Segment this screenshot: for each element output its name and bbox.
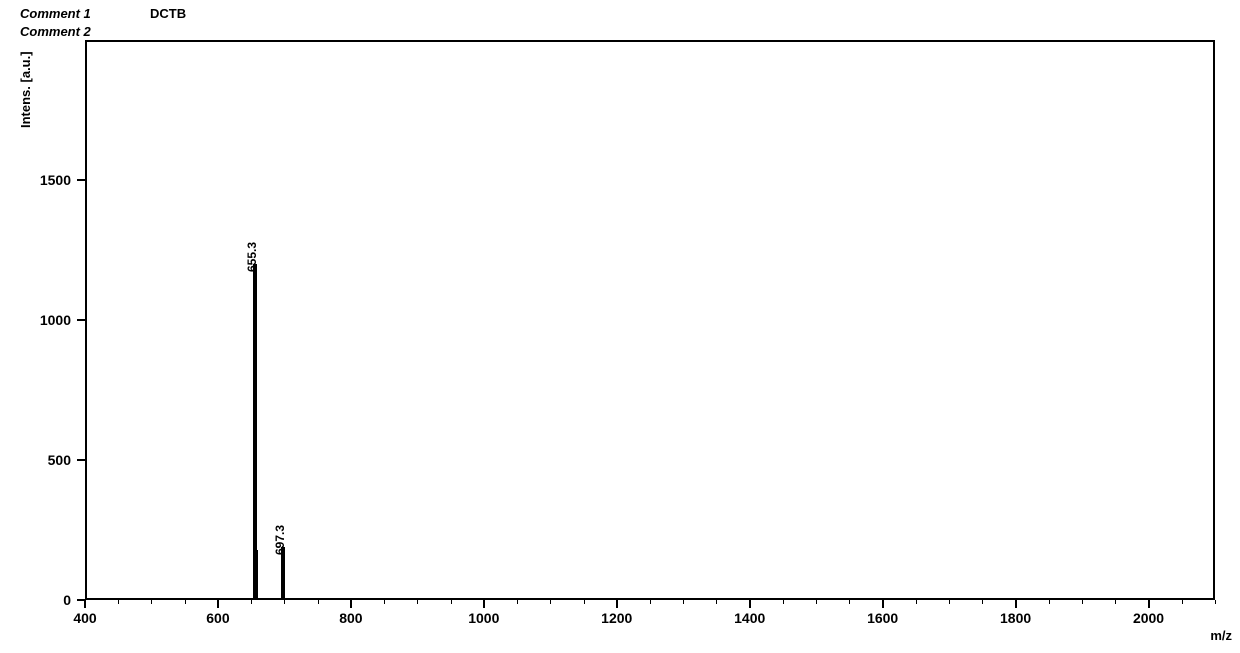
x-minor-tick-mark xyxy=(1049,600,1050,604)
x-minor-tick-mark xyxy=(816,600,817,604)
mass-spectrum-figure: Comment 1 DCTB Comment 2 Intens. [a.u.] … xyxy=(0,0,1240,653)
x-minor-tick-mark xyxy=(151,600,152,604)
comment-2-label: Comment 2 xyxy=(20,24,91,39)
x-minor-tick-mark xyxy=(1182,600,1183,604)
x-tick-label: 400 xyxy=(73,610,96,626)
y-tick-label: 1500 xyxy=(31,172,71,188)
y-tick-mark xyxy=(77,319,85,321)
x-tick-mark xyxy=(882,600,884,608)
x-tick-mark xyxy=(483,600,485,608)
x-tick-mark xyxy=(84,600,86,608)
x-minor-tick-mark xyxy=(118,600,119,604)
x-minor-tick-mark xyxy=(716,600,717,604)
peak-bar xyxy=(256,550,258,600)
x-tick-mark xyxy=(1148,600,1150,608)
x-tick-label: 600 xyxy=(206,610,229,626)
y-tick-label: 0 xyxy=(31,592,71,608)
x-minor-tick-mark xyxy=(318,600,319,604)
x-minor-tick-mark xyxy=(451,600,452,604)
x-minor-tick-mark xyxy=(1082,600,1083,604)
comment-1-label: Comment 1 xyxy=(20,6,91,21)
y-tick-label: 500 xyxy=(31,452,71,468)
x-minor-tick-mark xyxy=(1115,600,1116,604)
x-tick-label: 1800 xyxy=(1000,610,1031,626)
x-minor-tick-mark xyxy=(251,600,252,604)
x-minor-tick-mark xyxy=(550,600,551,604)
x-tick-label: 1600 xyxy=(867,610,898,626)
x-minor-tick-mark xyxy=(384,600,385,604)
peak-bar xyxy=(283,578,285,600)
x-minor-tick-mark xyxy=(517,600,518,604)
peak-label: 655.3 xyxy=(245,242,259,272)
x-tick-mark xyxy=(1015,600,1017,608)
peak-label: 697.3 xyxy=(273,525,287,555)
x-minor-tick-mark xyxy=(982,600,983,604)
x-tick-mark xyxy=(217,600,219,608)
comment-1-value: DCTB xyxy=(150,6,186,21)
x-minor-tick-mark xyxy=(1215,600,1216,604)
x-tick-mark xyxy=(616,600,618,608)
x-axis-label: m/z xyxy=(1210,628,1232,643)
x-minor-tick-mark xyxy=(683,600,684,604)
x-tick-label: 1200 xyxy=(601,610,632,626)
x-tick-label: 800 xyxy=(339,610,362,626)
x-minor-tick-mark xyxy=(584,600,585,604)
x-minor-tick-mark xyxy=(783,600,784,604)
y-tick-mark xyxy=(77,459,85,461)
x-minor-tick-mark xyxy=(185,600,186,604)
y-axis-label: Intens. [a.u.] xyxy=(18,51,33,128)
x-minor-tick-mark xyxy=(849,600,850,604)
y-tick-label: 1000 xyxy=(31,312,71,328)
x-minor-tick-mark xyxy=(916,600,917,604)
y-tick-mark xyxy=(77,179,85,181)
x-minor-tick-mark xyxy=(284,600,285,604)
x-minor-tick-mark xyxy=(650,600,651,604)
x-tick-mark xyxy=(350,600,352,608)
x-tick-mark xyxy=(749,600,751,608)
y-tick-mark xyxy=(77,599,85,601)
x-tick-label: 1000 xyxy=(468,610,499,626)
x-tick-label: 1400 xyxy=(734,610,765,626)
x-minor-tick-mark xyxy=(949,600,950,604)
x-tick-label: 2000 xyxy=(1133,610,1164,626)
x-minor-tick-mark xyxy=(417,600,418,604)
